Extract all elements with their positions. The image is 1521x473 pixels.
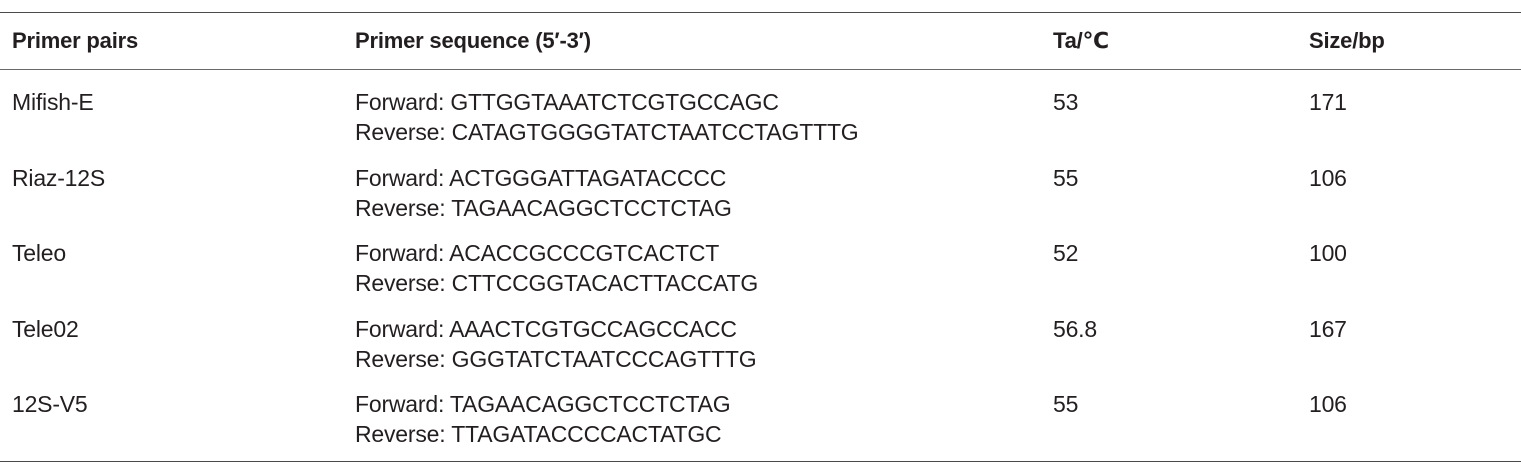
table-top-rule [0,12,1521,13]
forward-sequence: Forward: GTTGGTAAATCTCGTGCCAGC [355,89,779,115]
header-primer-pairs: Primer pairs [12,28,139,53]
table-row-primer: Teleo [12,240,66,266]
reverse-sequence: Reverse: GGGTATCTAATCCCAGTTTG [355,346,757,372]
table-row-size: 106 [1309,391,1347,417]
table-header-rule [0,69,1521,70]
header-size: Size/bp [1309,28,1385,53]
forward-sequence: Forward: ACTGGGATTAGATACCCC [355,165,727,191]
table-row-size: 100 [1309,240,1347,266]
reverse-sequence: Reverse: CATAGTGGGGTATCTAATCCTAGTTTG [355,119,859,145]
table-row-size: 167 [1309,316,1347,342]
table-row-ta: 52 [1053,240,1079,266]
table-row-primer: Mifish-E [12,89,94,115]
table-row-sequence: Forward: ACTGGGATTAGATACCCC Reverse: TAG… [355,163,732,223]
table-row-sequence: Forward: ACACCGCCCGTCACTCT Reverse: CTTC… [355,238,758,298]
forward-sequence: Forward: TAGAACAGGCTCCTCTAG [355,391,731,417]
table-row-sequence: Forward: TAGAACAGGCTCCTCTAG Reverse: TTA… [355,389,731,449]
table-row-size: 106 [1309,165,1347,191]
reverse-sequence: Reverse: TTAGATACCCCACTATGC [355,421,722,447]
table-row-primer: Riaz-12S [12,165,105,191]
table-row-primer: Tele02 [12,316,79,342]
table-row-size: 171 [1309,89,1347,115]
header-primer-sequence: Primer sequence (5′-3′) [355,28,591,53]
table-row-ta: 55 [1053,391,1079,417]
table-row-ta: 55 [1053,165,1079,191]
table-bottom-rule [0,461,1521,462]
table-row-primer: 12S-V5 [12,391,88,417]
table-row-sequence: Forward: AAACTCGTGCCAGCCACC Reverse: GGG… [355,314,757,374]
table-row-sequence: Forward: GTTGGTAAATCTCGTGCCAGC Reverse: … [355,87,859,147]
table-row-ta: 53 [1053,89,1079,115]
reverse-sequence: Reverse: CTTCCGGTACACTTACCATG [355,270,759,296]
header-ta: Ta/℃ [1053,28,1109,53]
reverse-sequence: Reverse: TAGAACAGGCTCCTCTAG [355,195,732,221]
forward-sequence: Forward: AAACTCGTGCCAGCCACC [355,316,737,342]
forward-sequence: Forward: ACACCGCCCGTCACTCT [355,240,720,266]
table-row-ta: 56.8 [1053,316,1097,342]
